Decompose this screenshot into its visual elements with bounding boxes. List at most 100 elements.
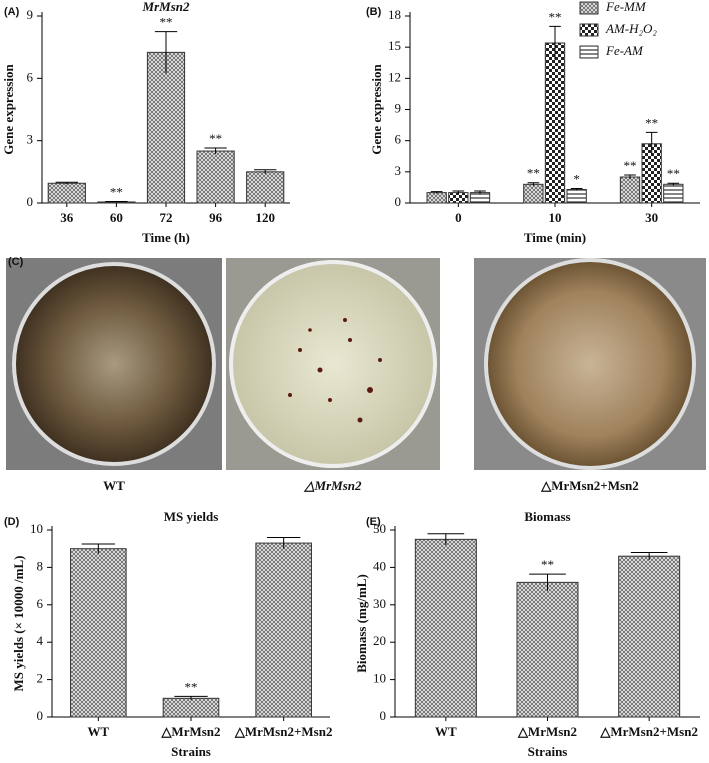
significance: **	[541, 557, 554, 572]
error-bar	[154, 31, 178, 74]
y-axis-label: Gene expression	[369, 64, 384, 155]
significance: **	[667, 166, 680, 181]
bar	[618, 555, 681, 718]
significance: **	[160, 15, 173, 30]
y-axis-label: Gene expression	[1, 64, 16, 155]
photo-label: WT	[103, 478, 125, 493]
bar	[162, 697, 220, 718]
error-bar	[667, 182, 680, 186]
x-tick-label: 36	[60, 210, 74, 225]
x-tick-label: △MrMsn2+Msn2	[599, 724, 698, 739]
x-tick-label: 0	[455, 210, 462, 225]
legend-swatch	[579, 1, 599, 15]
x-tick-label: WT	[87, 724, 109, 739]
y-tick-label: 0	[27, 194, 34, 209]
chart-title: Biomass	[524, 509, 570, 524]
x-axis-label: Time (h)	[142, 230, 190, 245]
y-tick-label: 12	[388, 69, 401, 84]
plate	[12, 262, 216, 466]
y-tick-label: 9	[27, 7, 34, 22]
y-tick-label: 6	[37, 596, 44, 611]
error-bar	[174, 695, 208, 701]
y-tick-label: 15	[388, 38, 401, 53]
x-axis-label: Time (min)	[524, 230, 586, 245]
bar	[523, 183, 544, 204]
y-tick-label: 8	[37, 558, 44, 573]
error-bar	[204, 147, 227, 155]
colonies	[288, 318, 382, 423]
legend-label: Fe-MM	[605, 0, 647, 14]
x-tick-label: 30	[645, 210, 658, 225]
photos: (C) WT △MrMsn2 △MrMsn2+Msn2	[6, 256, 706, 493]
y-tick-label: 6	[395, 132, 402, 147]
error-bar	[55, 181, 78, 185]
x-tick-label: 120	[255, 210, 275, 225]
chart-title: MS yields	[164, 509, 219, 524]
bar	[246, 171, 285, 204]
x-tick-label: △MrMsn2	[160, 724, 220, 739]
error-bar	[254, 169, 277, 174]
x-tick-label: WT	[435, 724, 457, 739]
bar	[70, 548, 127, 718]
x-tick-label: △MrMsn2+Msn2	[234, 724, 333, 739]
chart-title: MrMsn2	[142, 0, 190, 14]
error-bar	[624, 174, 636, 180]
y-tick-label: 4	[37, 633, 44, 648]
significance: **	[527, 166, 540, 181]
significance: **	[624, 158, 637, 173]
panel-label: (B)	[366, 6, 382, 18]
error-bar	[549, 25, 561, 60]
significance: **	[645, 115, 658, 130]
photo-label: △MrMsn2	[304, 478, 362, 493]
panel-label: (E)	[366, 516, 381, 528]
y-tick-label: 10	[30, 521, 43, 536]
significance: **	[209, 131, 222, 146]
y-axis-label: MS yields (× 10000 /mL)	[11, 556, 26, 692]
y-tick-label: 0	[380, 708, 387, 723]
bar	[47, 182, 86, 204]
panel-label: (D)	[4, 516, 20, 528]
significance: **	[185, 679, 198, 694]
bar	[663, 183, 684, 204]
y-tick-label: 50	[373, 521, 386, 536]
y-tick-label: 30	[373, 596, 386, 611]
error-bar	[474, 190, 486, 195]
bar	[544, 42, 566, 204]
error-bar	[630, 551, 668, 560]
y-tick-label: 2	[37, 671, 44, 686]
y-tick-label: 9	[395, 100, 402, 115]
legend-swatch	[579, 45, 599, 59]
legend-swatch	[579, 23, 599, 37]
error-bar	[266, 536, 301, 549]
x-axis-label: Strains	[528, 744, 568, 759]
significance: **	[549, 9, 562, 24]
bar	[516, 581, 579, 718]
x-tick-label: 10	[549, 210, 562, 225]
error-bar	[427, 533, 465, 545]
y-tick-label: 0	[37, 708, 44, 723]
error-bar	[527, 182, 540, 186]
error-bar	[570, 187, 583, 191]
error-bar	[105, 201, 128, 203]
y-tick-label: 40	[373, 558, 386, 573]
bar	[196, 150, 235, 204]
y-tick-label: 18	[388, 7, 401, 22]
panel-label: (A)	[4, 6, 20, 18]
bar	[566, 188, 587, 204]
y-tick-label: 20	[373, 633, 386, 648]
y-tick-label: 3	[395, 163, 402, 178]
error-bar	[81, 543, 116, 554]
y-tick-label: 10	[373, 671, 386, 686]
bar	[255, 542, 312, 718]
y-tick-label: 6	[27, 69, 34, 84]
error-bar	[430, 191, 443, 194]
significance: **	[110, 185, 123, 200]
error-bar	[452, 190, 465, 195]
significance: *	[573, 171, 580, 186]
plate	[229, 260, 437, 468]
bar	[414, 538, 477, 718]
y-tick-label: 3	[27, 132, 34, 147]
legend-label: Fe-AM	[605, 43, 644, 58]
y-tick-label: 0	[395, 194, 402, 209]
